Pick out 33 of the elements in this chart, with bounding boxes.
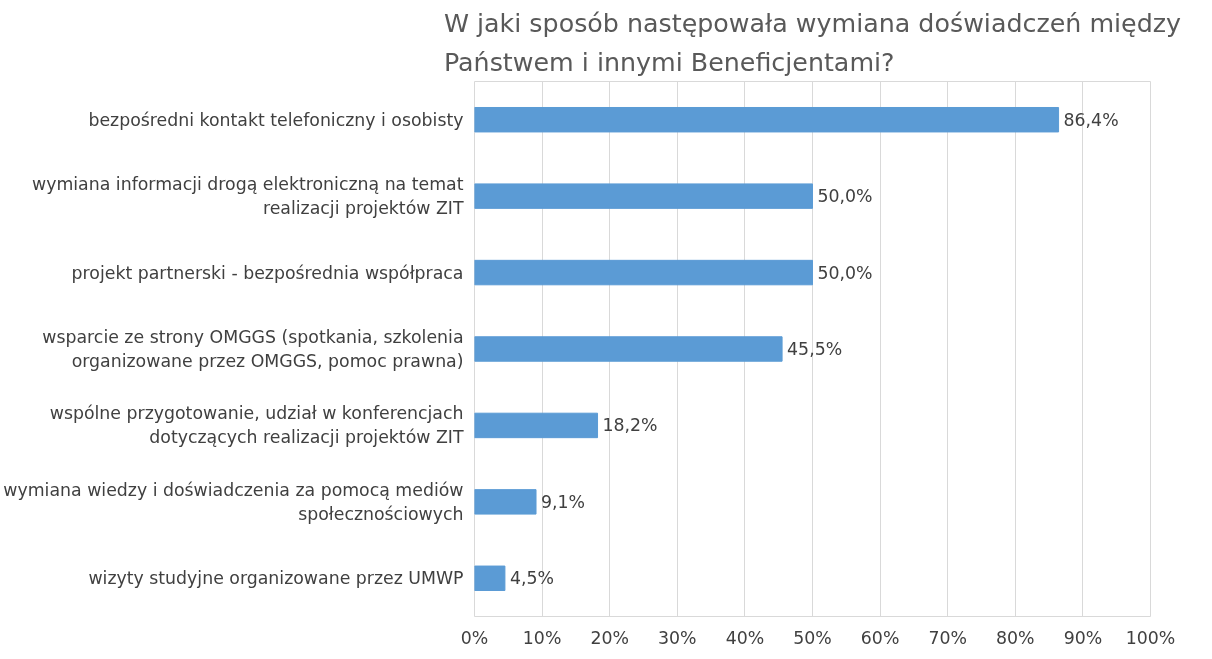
x-tick-label: 50% [793,627,832,648]
x-tick-label: 80% [996,627,1035,648]
bar [474,106,1060,133]
data-label: 4,5% [509,568,554,589]
y-tick-label: projekt partnerski - bezpośrednia współpraca [71,262,464,283]
data-label: 9,1% [541,491,586,512]
bar [474,336,783,362]
bar [474,489,537,515]
y-tick-label: wymiana informacji drogą elektroniczną na temat realizacji projektów ZIT [32,174,464,219]
x-tick-label: 100% [1125,627,1176,648]
data-label: 86,4% [1063,109,1119,130]
y-tick-label: bezpośredni kontakt telefoniczny i osobisty [88,109,464,130]
bar [474,565,506,592]
x-tick-label: 40% [725,627,765,648]
chart-title: W jaki sposób następowała wymiana doświadczeń między Państwem i innymi Beneficjentami? [443,7,1182,77]
x-tick-label: 20% [590,627,629,648]
x-tick-label: 90% [1063,627,1103,648]
x-tick-label: 0% [460,627,489,648]
x-tick-label: 70% [928,627,967,648]
y-tick-label: wsparcie ze strony OMGGS (spotkania, szkolenia organizowane przez OMGGS, pomoc prawna) [42,327,464,371]
data-label: 18,2% [602,415,658,436]
data-label: 50,0% [817,186,873,207]
x-tick-label: 10% [522,627,562,648]
y-tick-label: wspólne przygotowanie, udział w konferencjach dotyczących realizacji projektów ZIT [49,403,464,448]
bar [474,259,813,286]
data-label: 45,5% [787,339,843,359]
data-label: 50,0% [817,262,873,283]
bar [474,183,813,209]
y-tick-label: wymiana wiedzy i doświadczenia za pomocą mediów społecznościowych [3,479,464,524]
x-tick-label: 60% [860,627,900,648]
y-tick-label: wizyty studyjne organizowane przez UMWP [88,568,464,589]
x-tick-label: 30% [658,627,697,648]
bar [474,412,599,439]
